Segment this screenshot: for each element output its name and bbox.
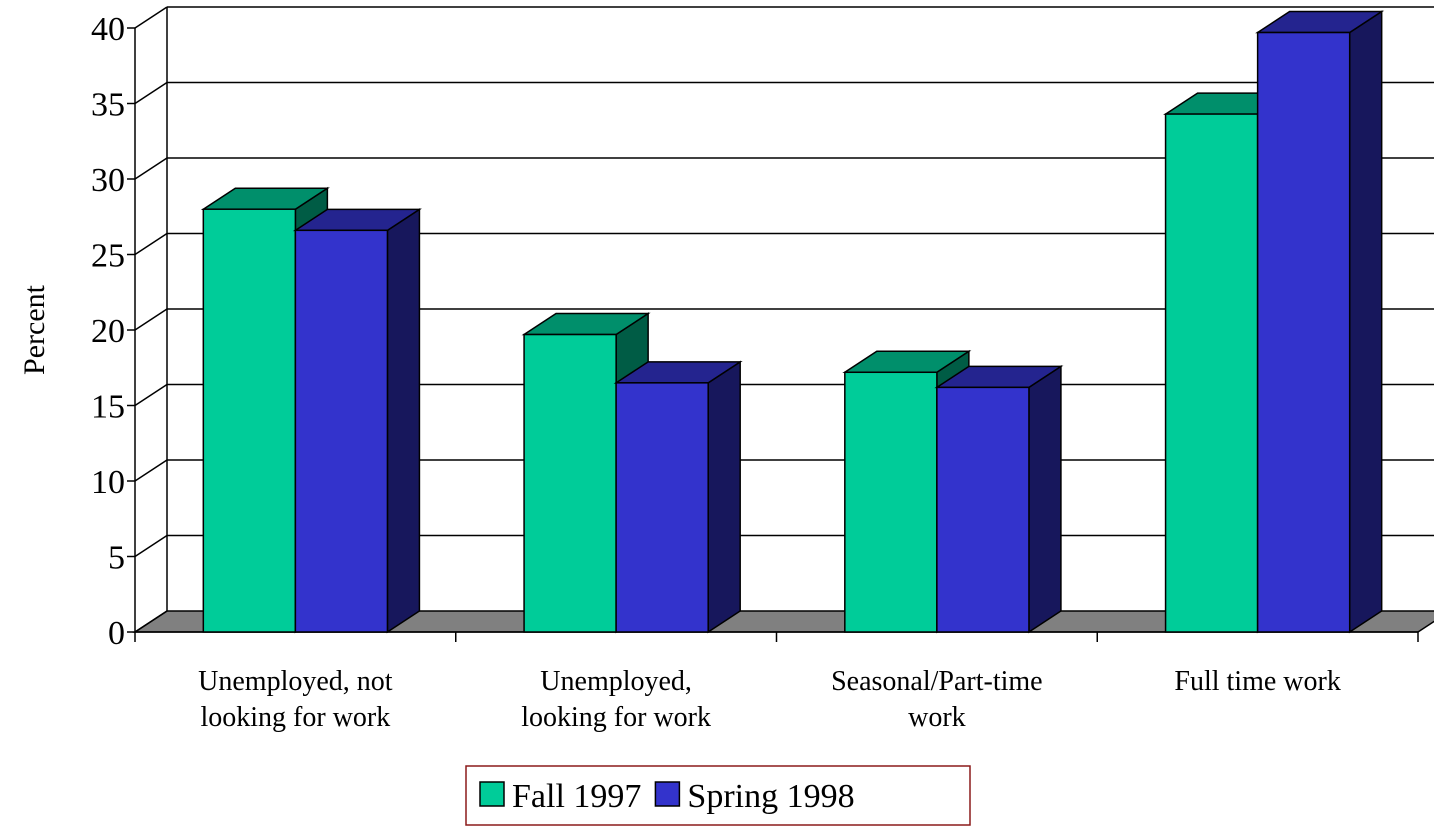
depth-tick [134, 157, 168, 180]
bar [1256, 31, 1351, 633]
y-tick-label: 15 [91, 389, 125, 426]
depth-tick [134, 459, 168, 482]
legend-swatch [654, 781, 681, 807]
depth-tick [134, 232, 168, 256]
bar-side [386, 207, 421, 634]
legend [465, 765, 971, 826]
y-tick-label: 35 [91, 87, 125, 124]
x-tick-label-line: looking for work [521, 702, 711, 733]
legend-label: Fall 1997 [512, 778, 641, 815]
y-tick-label: 5 [108, 540, 125, 577]
bar-side [1028, 364, 1062, 634]
bar-side [1348, 10, 1383, 634]
x-tick-label: Seasonal/Part-time work [831, 666, 1043, 733]
x-tick-label-line: Unemployed, not [198, 666, 393, 697]
bar [202, 208, 297, 633]
depth-tick [134, 383, 168, 407]
x-tick-label-line: Unemployed, [540, 666, 692, 697]
y-tick-label: 20 [91, 313, 125, 350]
bar [936, 386, 1030, 633]
bar [523, 333, 617, 633]
x-tick-label: Full time work [1174, 666, 1340, 697]
bar [844, 371, 938, 633]
y-tick-label: 0 [108, 615, 125, 652]
legend-swatch [479, 781, 505, 807]
legend-label: Spring 1998 [687, 778, 854, 815]
bar [615, 382, 709, 633]
depth-tick [134, 610, 168, 633]
depth-tick [134, 534, 168, 558]
x-tick-label: Unemployed, not looking for work [198, 666, 393, 733]
y-tick-label: 40 [91, 11, 125, 48]
bar-side [707, 360, 741, 634]
y-tick-label: 25 [91, 238, 125, 275]
y-tick-label: 10 [91, 464, 125, 501]
x-tick-label: Unemployed, looking for work [521, 666, 711, 733]
y-tick-label: 30 [91, 162, 125, 199]
bar [294, 229, 389, 633]
x-tick-label-line: Seasonal/Part-time [831, 666, 1043, 697]
depth-tick [134, 81, 168, 105]
x-tick-label-line: work [908, 702, 966, 733]
y-axis-label: Percent [18, 284, 51, 375]
x-tick-label-line: Full time work [1174, 666, 1340, 697]
x-tick-label-line: looking for work [200, 702, 390, 733]
bar [1164, 113, 1259, 633]
depth-tick [134, 6, 168, 29]
depth-tick [134, 308, 168, 331]
